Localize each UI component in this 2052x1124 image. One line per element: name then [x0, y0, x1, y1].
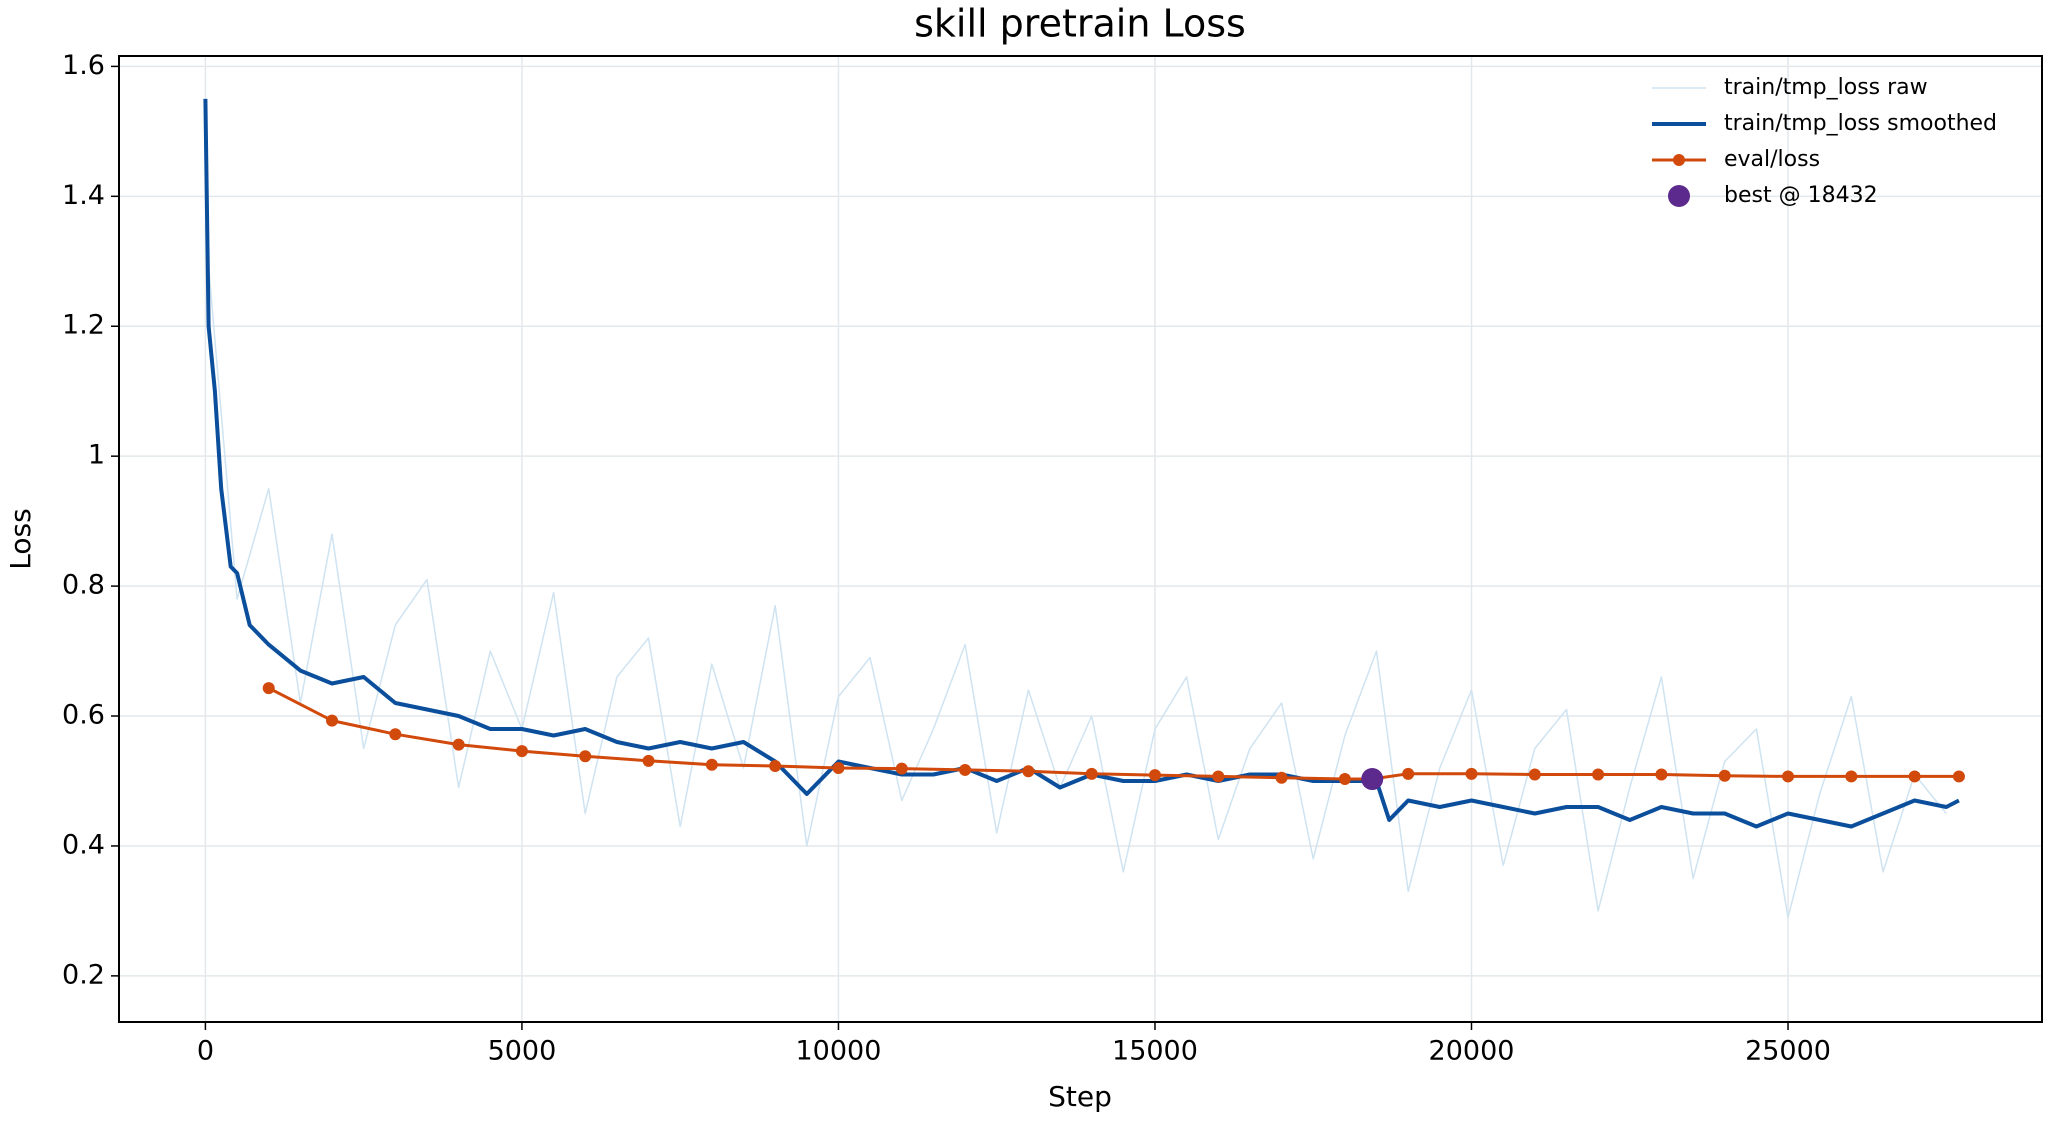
- point: [1022, 765, 1035, 778]
- x-tick-label: 5000: [488, 1036, 557, 1067]
- chart-title: skill pretrain Loss: [914, 2, 1246, 46]
- y-tick-label: 0.6: [62, 700, 105, 731]
- legend-label: best @ 18432: [1724, 183, 1878, 208]
- legend-label: train/tmp_loss smoothed: [1724, 111, 1997, 136]
- y-tick-label: 0.4: [62, 829, 105, 860]
- point: [705, 758, 718, 771]
- legend-label: train/tmp_loss raw: [1724, 75, 1928, 100]
- point: [1908, 770, 1921, 783]
- point: [1782, 770, 1795, 783]
- point: [1528, 768, 1541, 781]
- series-line: [203, 98, 1960, 829]
- plot-frame: [118, 55, 2043, 1023]
- point: [1845, 770, 1858, 783]
- point: [1212, 770, 1225, 783]
- x-tick-label: 10000: [796, 1036, 882, 1067]
- y-tick-label: 1.4: [62, 180, 105, 211]
- point: [769, 760, 782, 773]
- point: [959, 763, 972, 776]
- best-point: [1361, 768, 1384, 791]
- point: [579, 750, 592, 763]
- point: [1148, 769, 1161, 782]
- point: [832, 761, 845, 774]
- point: [895, 762, 908, 775]
- legend-swatch: [1668, 185, 1690, 207]
- point: [1338, 773, 1351, 786]
- y-tick-label: 1: [88, 440, 105, 471]
- legend-swatch: [1673, 154, 1685, 166]
- y-tick-label: 0.2: [62, 959, 105, 990]
- x-axis-label: Step: [1048, 1080, 1112, 1113]
- x-tick-label: 20000: [1429, 1036, 1515, 1067]
- point: [452, 738, 465, 751]
- point: [1465, 767, 1478, 780]
- x-tick-label: 15000: [1112, 1036, 1198, 1067]
- y-axis-label: Loss: [4, 508, 37, 569]
- y-tick-label: 0.8: [62, 570, 105, 601]
- y-tick-label: 1.6: [62, 50, 105, 81]
- point: [389, 728, 402, 741]
- point: [1275, 771, 1288, 784]
- x-tick-label: 0: [197, 1036, 214, 1067]
- point: [326, 714, 339, 727]
- point: [262, 682, 275, 695]
- point: [515, 745, 528, 758]
- point: [642, 754, 655, 767]
- point: [1718, 769, 1731, 782]
- point: [1952, 770, 1965, 783]
- series-line: [204, 228, 1947, 919]
- y-tick-label: 1.2: [62, 310, 105, 341]
- point: [1655, 768, 1668, 781]
- point: [1402, 767, 1415, 780]
- point: [1592, 768, 1605, 781]
- point: [1085, 767, 1098, 780]
- legend-label: eval/loss: [1724, 147, 1820, 172]
- x-tick-label: 25000: [1745, 1036, 1831, 1067]
